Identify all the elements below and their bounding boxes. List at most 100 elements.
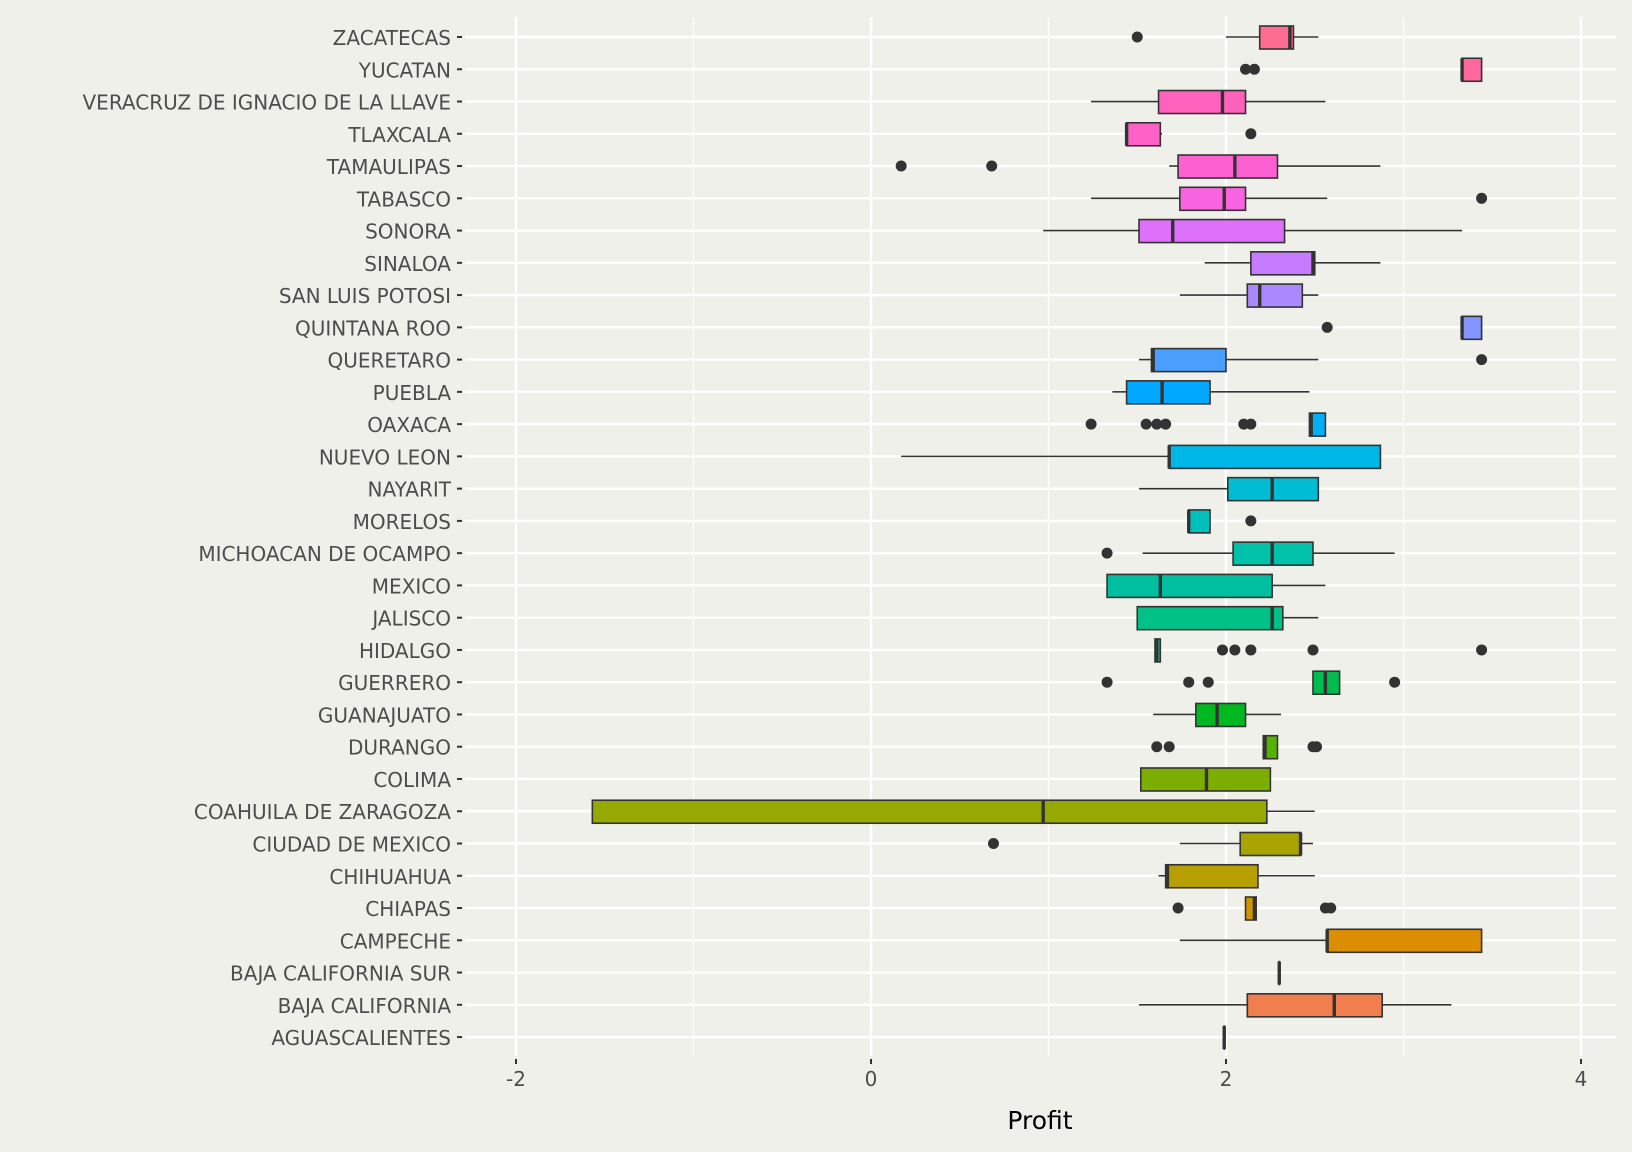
outlier-point — [1151, 418, 1163, 430]
y-tick-label: MEXICO — [372, 574, 451, 598]
box — [1150, 347, 1227, 373]
box — [1138, 218, 1286, 244]
box-group — [1124, 121, 1257, 147]
y-tick-label: AGUASCALIENTES — [271, 1026, 451, 1050]
outlier-point — [1389, 676, 1401, 688]
y-axis-labels: ZACATECAS YUCATAN VERACRUZ DE IGNACIO DE L… — [83, 26, 462, 1050]
box-group — [1139, 992, 1452, 1018]
y-tick-label: COLIMA — [373, 768, 451, 792]
box-group — [1112, 380, 1310, 405]
box-group — [1204, 251, 1381, 276]
box — [1106, 573, 1273, 599]
y-tick-label: SINALOA — [364, 252, 451, 276]
box — [1125, 380, 1211, 405]
y-tick-label: GUANAJUATO — [318, 703, 451, 727]
y-tick-label: TLAXCALA — [347, 123, 451, 147]
box-group — [1106, 573, 1326, 599]
outlier-point — [1085, 418, 1097, 430]
box-layer — [591, 25, 1488, 1050]
y-tick-label: YUCATAN — [358, 58, 451, 82]
box-group — [1158, 863, 1315, 889]
outlier-point — [1245, 644, 1257, 656]
x-tick-label: 2 — [1220, 1067, 1233, 1091]
outlier-point — [1245, 418, 1257, 430]
outlier-point — [1476, 192, 1488, 204]
y-tick-label: CHIHUAHUA — [329, 865, 451, 889]
box-group — [1172, 896, 1337, 921]
y-tick-label: NAYARIT — [368, 478, 452, 502]
y-tick-label: SONORA — [365, 220, 451, 244]
outlier-point — [1476, 354, 1488, 366]
outlier-point — [1131, 31, 1143, 43]
y-tick-label: GUERRERO — [338, 671, 451, 695]
y-tick-label: NUEVO LEON — [319, 445, 451, 469]
box — [1308, 412, 1327, 437]
box — [1239, 831, 1302, 857]
x-tick-label: -2 — [506, 1067, 526, 1091]
box-group — [1140, 767, 1272, 792]
box — [1461, 315, 1483, 341]
box — [1461, 57, 1483, 83]
box-group — [1240, 57, 1483, 83]
outlier-point — [1240, 63, 1252, 75]
outlier-point — [1160, 418, 1172, 430]
box-group — [1043, 218, 1463, 244]
y-tick-label: CIUDAD DE MEXICO — [252, 833, 451, 857]
outlier-point — [1248, 63, 1260, 75]
y-tick-label: DURANGO — [348, 736, 451, 760]
y-tick-label: MORELOS — [353, 510, 451, 534]
box — [1326, 928, 1483, 954]
box-group — [1154, 638, 1488, 663]
box — [1187, 509, 1211, 534]
outlier-point — [1163, 741, 1175, 753]
x-tick-label: 0 — [865, 1067, 878, 1091]
box — [1244, 896, 1257, 921]
y-tick-label: TABASCO — [356, 187, 451, 211]
box — [1125, 121, 1162, 147]
box-group — [895, 154, 1381, 179]
outlier-point — [1172, 902, 1184, 914]
outlier-point — [1311, 741, 1323, 753]
outlier-point — [1101, 676, 1113, 688]
y-tick-label: SAN LUIS POTOSI — [279, 284, 451, 308]
outlier-point — [1216, 644, 1228, 656]
outlier-point — [1307, 644, 1319, 656]
y-tick-label: JALISCO — [370, 607, 451, 631]
box — [1250, 251, 1316, 276]
box-group — [1091, 89, 1326, 115]
box — [1136, 605, 1284, 631]
y-tick-label: TAMAULIPAS — [326, 155, 451, 179]
outlier-point — [895, 160, 907, 172]
outlier-point — [1101, 547, 1113, 559]
outlier-point — [1140, 418, 1152, 430]
box-group — [1101, 670, 1401, 696]
box-group — [1136, 605, 1319, 631]
box-group — [901, 444, 1382, 470]
y-tick-label: HIDALGO — [359, 639, 451, 663]
outlier-point — [1151, 741, 1163, 753]
outlier-point — [1321, 321, 1333, 333]
x-tick-label: 4 — [1575, 1067, 1588, 1091]
outlier-point — [1476, 644, 1488, 656]
y-tick-label: ZACATECAS — [333, 26, 451, 50]
box — [1168, 444, 1382, 470]
box-group — [1187, 509, 1257, 534]
x-axis-title: Profit — [1007, 1106, 1072, 1135]
y-tick-label: CHIAPAS — [365, 897, 451, 921]
box — [1246, 283, 1304, 308]
y-tick-label: BAJA CALIFORNIA — [278, 994, 452, 1018]
outlier-point — [1325, 902, 1337, 914]
box-group — [1139, 347, 1488, 373]
box-group — [1101, 541, 1395, 566]
box-group — [1153, 702, 1282, 728]
y-tick-label: QUINTANA ROO — [295, 316, 451, 340]
y-tick-label: QUERETARO — [327, 349, 451, 373]
outlier-point — [1245, 515, 1257, 527]
box-group — [1085, 412, 1327, 437]
box-group — [591, 799, 1315, 825]
box — [1157, 89, 1247, 115]
box-group — [1321, 315, 1483, 341]
x-axis-labels: -2 0 2 4 — [506, 1059, 1587, 1091]
box — [1164, 863, 1259, 889]
